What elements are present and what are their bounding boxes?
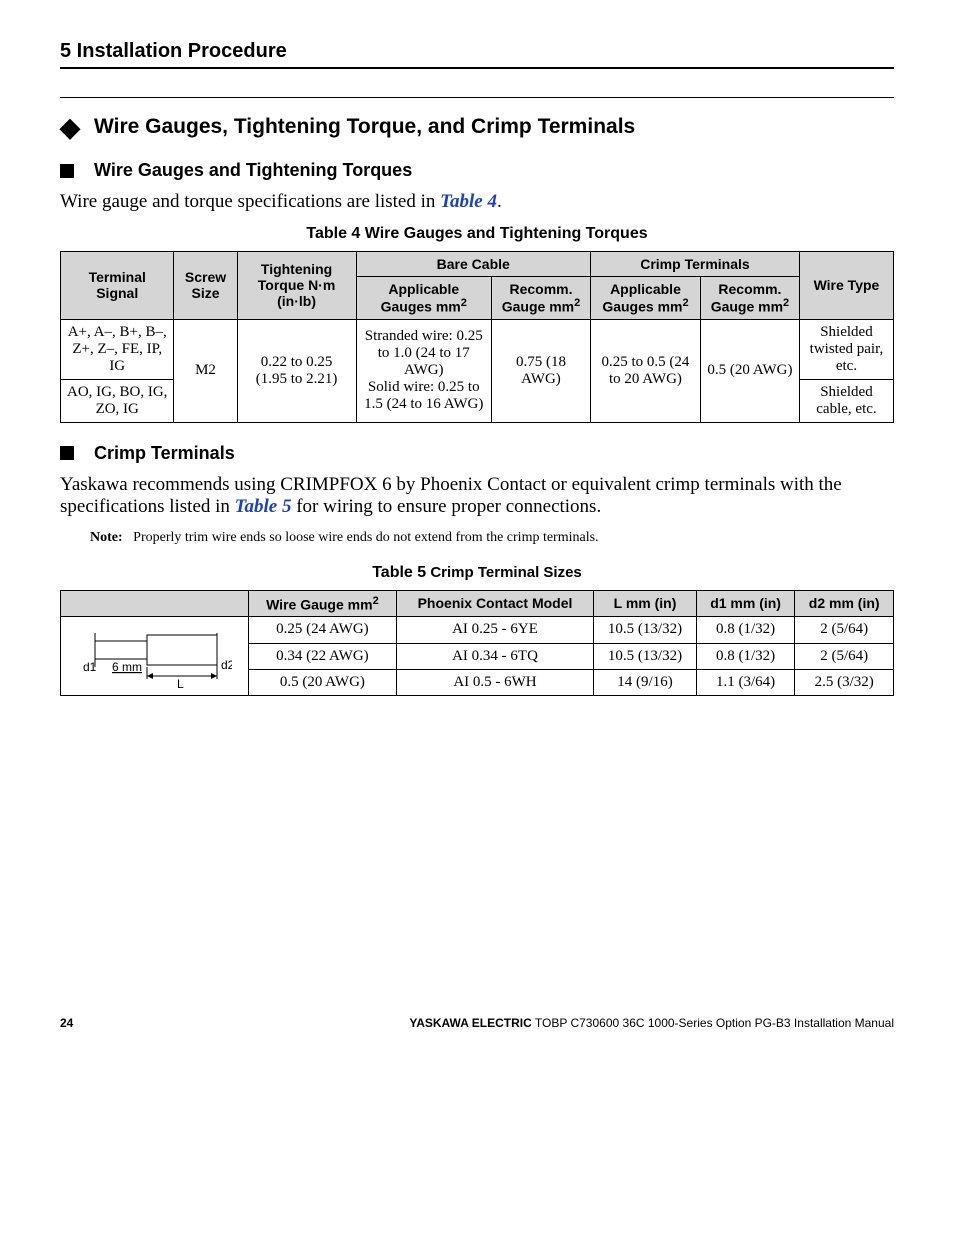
square-icon bbox=[60, 164, 74, 178]
svg-text:d2: d2 bbox=[221, 658, 232, 672]
r-crimp-appl: 0.25 to 0.5 (24 to 20 AWG) bbox=[590, 319, 700, 422]
r1-terminal: A+, A–, B+, B–, Z+, Z–, FE, IP, IG bbox=[61, 319, 174, 379]
r0-d1: 0.8 (1/32) bbox=[696, 617, 795, 643]
th-wiretype: Wire Type bbox=[799, 252, 893, 320]
r0-d2: 2 (5/64) bbox=[795, 617, 894, 643]
r0-gauge: 0.25 (24 AWG) bbox=[249, 617, 397, 643]
page-header: 5 Installation Procedure bbox=[60, 40, 894, 69]
subsection-crimp: Crimp Terminals bbox=[60, 443, 894, 464]
r2-terminal: AO, IG, BO, IG, ZO, IG bbox=[61, 379, 174, 422]
svg-text:6 mm: 6 mm bbox=[112, 660, 142, 674]
th-crimp: Crimp Terminals bbox=[590, 252, 799, 277]
note: Note: Properly trim wire ends so loose w… bbox=[90, 530, 894, 546]
r2-L: 14 (9/16) bbox=[594, 669, 697, 695]
th-d1: d1 mm (in) bbox=[696, 590, 795, 617]
table5-caption: Table 5 Crimp Terminal Sizes bbox=[60, 564, 894, 582]
table5: Wire Gauge mm2 Phoenix Contact Model L m… bbox=[60, 590, 894, 697]
svg-text:L: L bbox=[177, 677, 184, 691]
r-crimp-recomm: 0.5 (20 AWG) bbox=[700, 319, 799, 422]
th-model: Phoenix Contact Model bbox=[396, 590, 593, 617]
section-title-main: ◆ Wire Gauges, Tightening Torque, and Cr… bbox=[60, 114, 894, 140]
page-number: 24 bbox=[60, 1016, 73, 1030]
r2-gauge: 0.5 (20 AWG) bbox=[249, 669, 397, 695]
footer: 24 YASKAWA ELECTRIC TOBP C730600 36C 100… bbox=[60, 1016, 894, 1030]
r2-d1: 1.1 (3/64) bbox=[696, 669, 795, 695]
th-bare-recomm: Recomm. Gauge mm2 bbox=[492, 277, 591, 320]
r2-d2: 2.5 (3/32) bbox=[795, 669, 894, 695]
table4: Terminal Signal Screw Size Tightening To… bbox=[60, 251, 894, 423]
sub1-title-text: Wire Gauges and Tightening Torques bbox=[94, 160, 412, 181]
square-icon bbox=[60, 446, 74, 460]
th-d2: d2 mm (in) bbox=[795, 590, 894, 617]
th-bare: Bare Cable bbox=[356, 252, 590, 277]
r1-model: AI 0.34 - 6TQ bbox=[396, 643, 593, 669]
r0-model: AI 0.25 - 6YE bbox=[396, 617, 593, 643]
subsection-wire-gauges: Wire Gauges and Tightening Torques bbox=[60, 160, 894, 181]
main-title-text: Wire Gauges, Tightening Torque, and Crim… bbox=[94, 115, 635, 139]
sub2-text-b: for wiring to ensure proper connections. bbox=[291, 496, 601, 517]
r1-gauge: 0.34 (22 AWG) bbox=[249, 643, 397, 669]
th-terminal: Terminal Signal bbox=[61, 252, 174, 320]
th-diagram bbox=[61, 590, 249, 617]
th-gauge: Wire Gauge mm2 bbox=[249, 590, 397, 617]
crimp-diagram: d1 6 mm d2 L bbox=[61, 617, 249, 696]
th-crimp-recomm: Recomm. Gauge mm2 bbox=[700, 277, 799, 320]
diamond-icon: ◆ bbox=[60, 114, 80, 140]
r1-d2: 2 (5/64) bbox=[795, 643, 894, 669]
r-bare-recomm: 0.75 (18 AWG) bbox=[492, 319, 591, 422]
sub2-paragraph: Yaskawa recommends using CRIMPFOX 6 by P… bbox=[60, 474, 894, 518]
table5-link[interactable]: Table 5 bbox=[235, 496, 292, 517]
note-text: Properly trim wire ends so loose wire en… bbox=[133, 530, 598, 545]
r1-wiretype: Shielded twisted pair, etc. bbox=[799, 319, 893, 379]
divider bbox=[60, 97, 894, 98]
r-screw: M2 bbox=[174, 319, 237, 422]
r1-L: 10.5 (13/32) bbox=[594, 643, 697, 669]
th-screw: Screw Size bbox=[174, 252, 237, 320]
footer-doc: YASKAWA ELECTRIC TOBP C730600 36C 1000-S… bbox=[409, 1016, 894, 1030]
note-label: Note: bbox=[90, 530, 123, 545]
r0-L: 10.5 (13/32) bbox=[594, 617, 697, 643]
svg-text:d1: d1 bbox=[83, 660, 97, 674]
sub2-title-text: Crimp Terminals bbox=[94, 443, 235, 464]
table4-caption: Table 4 Wire Gauges and Tightening Torqu… bbox=[60, 225, 894, 243]
r-bare-appl: Stranded wire: 0.25 to 1.0 (24 to 17 AWG… bbox=[356, 319, 492, 422]
th-L: L mm (in) bbox=[594, 590, 697, 617]
r2-wiretype: Shielded cable, etc. bbox=[799, 379, 893, 422]
th-crimp-appl: Applicable Gauges mm2 bbox=[590, 277, 700, 320]
sub1-text-a: Wire gauge and torque specifications are… bbox=[60, 191, 440, 212]
table4-link[interactable]: Table 4 bbox=[440, 191, 497, 212]
r2-model: AI 0.5 - 6WH bbox=[396, 669, 593, 695]
sub1-paragraph: Wire gauge and torque specifications are… bbox=[60, 191, 894, 213]
th-torque: Tightening Torque N·m (in·lb) bbox=[237, 252, 356, 320]
sub1-text-b: . bbox=[497, 191, 502, 212]
th-bare-appl: Applicable Gauges mm2 bbox=[356, 277, 492, 320]
crimp-terminal-icon: d1 6 mm d2 L bbox=[77, 621, 232, 691]
r1-d1: 0.8 (1/32) bbox=[696, 643, 795, 669]
r-torque: 0.22 to 0.25 (1.95 to 2.21) bbox=[237, 319, 356, 422]
